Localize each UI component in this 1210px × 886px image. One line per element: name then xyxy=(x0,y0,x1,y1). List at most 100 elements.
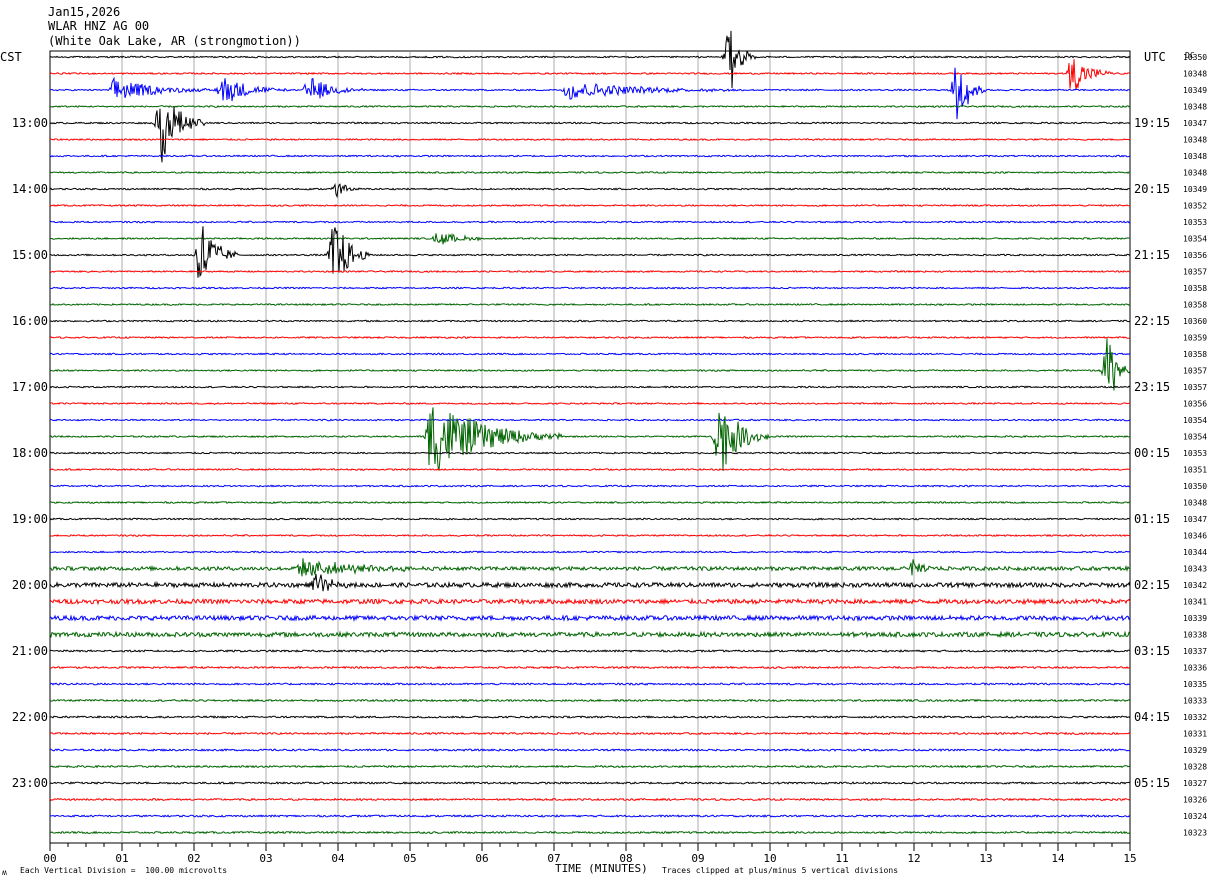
trace-line xyxy=(49,665,1131,670)
x-tick-label: 01 xyxy=(115,852,128,865)
dc-offset-label: 10348 xyxy=(1183,499,1207,508)
trace-line xyxy=(49,830,1131,835)
scale-note: Each Vertical Division = 100.00 microvol… xyxy=(20,866,228,875)
clip-note: Traces clipped at plus/minus 5 vertical … xyxy=(662,866,899,875)
dc-offset-label: 10343 xyxy=(1183,565,1207,574)
x-tick-label: 04 xyxy=(331,852,345,865)
x-tick-label: 00 xyxy=(43,852,56,865)
dc-offset-label: 10335 xyxy=(1183,680,1207,689)
trace-line xyxy=(49,302,1131,307)
dc-offset-label: 10357 xyxy=(1183,383,1207,392)
trace-line xyxy=(49,698,1131,703)
trace-line xyxy=(49,106,1131,163)
left-timezone-label: CST xyxy=(0,50,22,64)
trace-line xyxy=(49,183,1131,199)
trace-line xyxy=(49,385,1131,389)
dc-offset-label: 10357 xyxy=(1183,268,1207,277)
trace-line xyxy=(49,614,1131,623)
cst-time-label: 22:00 xyxy=(12,710,48,724)
dc-offset-label: 10329 xyxy=(1183,746,1207,755)
utc-time-label: 02:15 xyxy=(1134,578,1170,592)
dc-offset-label: 10349 xyxy=(1183,86,1207,95)
dc-offset-label: 10342 xyxy=(1183,581,1207,590)
dc-offset-label: 10339 xyxy=(1183,614,1207,623)
trace-line xyxy=(49,797,1131,802)
cst-time-label: 21:00 xyxy=(12,644,48,658)
trace-line xyxy=(49,401,1131,406)
trace-line xyxy=(49,649,1131,653)
x-tick-label: 13 xyxy=(979,852,992,865)
cst-time-label: 20:00 xyxy=(12,578,48,592)
station-code: WLAR HNZ AG 00 xyxy=(48,19,150,33)
cst-time-label: 13:00 xyxy=(12,116,48,130)
x-tick-label: 14 xyxy=(1051,852,1065,865)
dc-offset-label: 10358 xyxy=(1183,350,1207,359)
trace-line xyxy=(49,451,1130,455)
utc-time-label: 23:15 xyxy=(1134,380,1170,394)
dc-offset-label: 10353 xyxy=(1183,218,1207,227)
utc-time-label: 22:15 xyxy=(1134,314,1170,328)
dc-column-label: DC xyxy=(1185,51,1195,60)
dc-offset-label: 10333 xyxy=(1183,697,1207,706)
dc-offset-label: 10344 xyxy=(1183,548,1207,557)
dc-offset-label: 10347 xyxy=(1183,119,1207,128)
dc-offset-label: 10351 xyxy=(1183,466,1207,475)
trace-line xyxy=(49,338,1131,391)
cst-time-label: 18:00 xyxy=(12,446,48,460)
cst-time-label: 17:00 xyxy=(12,380,48,394)
dc-offset-label: 10350 xyxy=(1183,53,1207,62)
utc-time-label: 05:15 xyxy=(1134,776,1170,790)
x-tick-label: 07 xyxy=(547,852,560,865)
trace-line xyxy=(49,558,1131,577)
trace-line xyxy=(49,203,1131,208)
trace-line xyxy=(49,220,1131,224)
trace-line xyxy=(49,154,1131,158)
dc-offset-label: 10341 xyxy=(1183,598,1207,607)
dc-offset-label: 10358 xyxy=(1183,284,1207,293)
trace-line xyxy=(49,319,1131,323)
utc-time-label: 04:15 xyxy=(1134,710,1170,724)
trace-line xyxy=(49,286,1131,290)
x-tick-label: 09 xyxy=(691,852,704,865)
dc-offset-label: 10327 xyxy=(1183,779,1207,788)
utc-time-label: 19:15 xyxy=(1134,116,1170,130)
dc-offset-label: 10356 xyxy=(1183,400,1207,409)
plot-frame xyxy=(49,50,1131,844)
utc-time-label: 00:15 xyxy=(1134,446,1170,460)
dc-offset-label: 10348 xyxy=(1183,152,1207,161)
trace-line xyxy=(49,59,1131,90)
trace-line xyxy=(49,269,1130,274)
dc-offset-label: 10350 xyxy=(1183,482,1207,491)
utc-time-label: 21:15 xyxy=(1134,248,1170,262)
trace-line xyxy=(49,233,1131,245)
x-tick-label: 12 xyxy=(907,852,920,865)
trace-line xyxy=(49,104,1131,109)
trace-line xyxy=(49,731,1131,736)
trace-line xyxy=(49,352,1131,356)
dc-offset-label: 10346 xyxy=(1183,532,1207,541)
dc-offset-label: 10337 xyxy=(1183,647,1207,656)
dc-offset-label: 10352 xyxy=(1183,202,1207,211)
trace-line xyxy=(49,814,1131,818)
trace-line xyxy=(49,484,1131,488)
dc-offset-label: 10357 xyxy=(1183,367,1207,376)
trace-line xyxy=(50,226,1131,278)
corner-mark: ʍ xyxy=(2,868,7,877)
x-tick-label: 08 xyxy=(619,852,632,865)
trace-line xyxy=(49,715,1131,719)
dc-offset-label: 10338 xyxy=(1183,631,1207,640)
cst-time-label: 19:00 xyxy=(12,512,48,526)
cst-time-label: 23:00 xyxy=(12,776,48,790)
dc-offset-label: 10356 xyxy=(1183,251,1207,260)
dc-offset-label: 10324 xyxy=(1183,812,1207,821)
trace-line xyxy=(49,67,1131,120)
dc-offset-label: 10347 xyxy=(1183,515,1207,524)
dc-offset-label: 10348 xyxy=(1183,103,1207,112)
trace-line xyxy=(49,30,1131,89)
cst-time-label: 14:00 xyxy=(12,182,48,196)
trace-line xyxy=(49,335,1131,340)
x-tick-label: 03 xyxy=(259,852,272,865)
trace-line xyxy=(49,407,1131,471)
station-location: (White Oak Lake, AR (strongmotion)) xyxy=(48,34,301,48)
